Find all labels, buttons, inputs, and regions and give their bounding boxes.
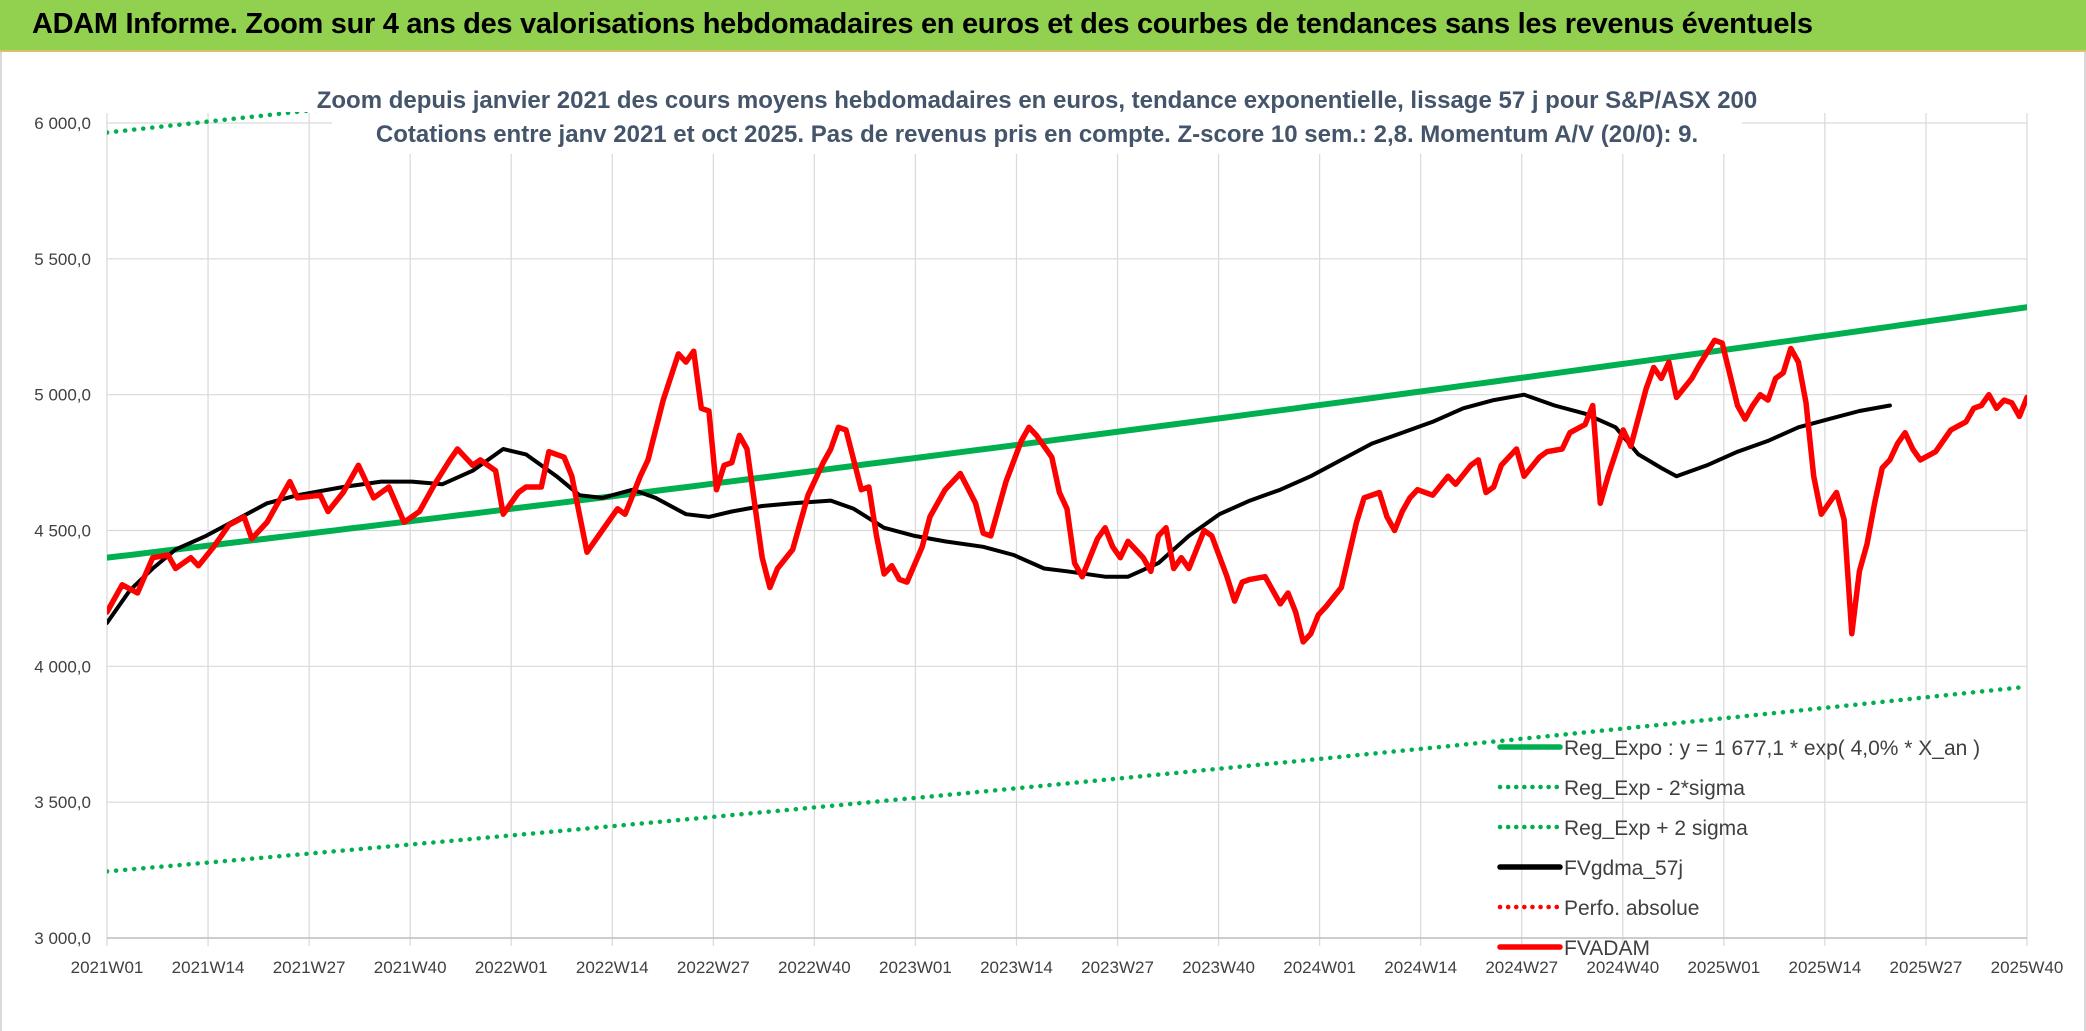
y-tick-label: 4 000,0: [34, 657, 91, 676]
subtitle-background: [332, 78, 1742, 154]
x-tick-label: 2025W27: [1890, 958, 1963, 977]
y-axis: 3 000,0 3 500,0 4 000,0 4 500,0 5 000,0 5 500…: [34, 114, 91, 948]
y-tick-label: 4 500,0: [34, 522, 91, 541]
chart-title: Zoom depuis janvier 2021 des cours moyen…: [317, 87, 1758, 114]
grid-lines: [106, 113, 2028, 946]
chart-frame: 3 000,0 3 500,0 4 000,0 4 500,0 5 000,0 5 500…: [0, 52, 2086, 1031]
x-tick-label: 2022W14: [576, 958, 649, 977]
x-tick-label: 2023W27: [1081, 958, 1154, 977]
x-tick-label: 2023W01: [879, 958, 952, 977]
legend-entry-label: FVgdma_57j: [1564, 857, 1683, 880]
x-tick-label: 2021W27: [273, 958, 346, 977]
x-tick-label: 2024W40: [1586, 958, 1659, 977]
legend-entry-label: Reg_Expo : y = 1 677,1 * exp( 4,0% * X_a…: [1564, 737, 1980, 760]
x-tick-label: 2022W40: [778, 958, 851, 977]
x-tick-label: 2025W14: [1789, 958, 1862, 977]
x-tick-label: 2021W40: [374, 958, 447, 977]
x-tick-label: 2024W01: [1283, 958, 1356, 977]
x-tick-label: 2021W14: [172, 958, 245, 977]
x-tick-label: 2025W01: [1687, 958, 1760, 977]
x-tick-label: 2022W27: [677, 958, 750, 977]
chart-subtitle: Cotations entre janv 2021 et oct 2025. P…: [376, 121, 1698, 148]
y-tick-label: 5 500,0: [34, 250, 91, 269]
x-axis: 2021W01 2021W14 2021W27 2021W40 2022W01 2022W…: [71, 937, 2064, 977]
x-tick-label: 2024W27: [1485, 958, 1558, 977]
fvadam-line: [107, 337, 2027, 645]
x-tick-label: 2023W40: [1182, 958, 1255, 977]
fvgdma-57j-line: [107, 392, 1892, 625]
legend-entry-label: Reg_Exp + 2 sigma: [1564, 817, 1748, 840]
chart-svg: 3 000,0 3 500,0 4 000,0 4 500,0 5 000,0 5 500…: [34, 78, 2064, 977]
x-tick-label: 2021W01: [71, 958, 144, 977]
x-tick-label: 2022W01: [475, 958, 548, 977]
reg-exp-minus-2sigma-line: [107, 684, 2027, 874]
x-tick-label: 2025W40: [1991, 958, 2064, 977]
report-banner: ADAM Informe. Zoom sur 4 ans des valoris…: [0, 0, 2086, 52]
x-tick-label: 2023W14: [980, 958, 1053, 977]
series-lines: [107, 112, 2027, 874]
legend-entry-label: Perfo. absolue: [1564, 897, 1699, 920]
y-tick-label: 3 500,0: [34, 793, 91, 812]
legend: Reg_Expo : y = 1 677,1 * exp( 4,0% * X_a…: [1497, 737, 1980, 960]
y-tick-label: 5 000,0: [34, 386, 91, 405]
report-title: ADAM Informe. Zoom sur 4 ans des valoris…: [32, 8, 1813, 40]
y-tick-label: 3 000,0: [34, 929, 91, 948]
x-tick-label: 2024W14: [1384, 958, 1457, 977]
legend-entry-label: Reg_Exp - 2*sigma: [1564, 777, 1745, 800]
y-tick-label: 6 000,0: [34, 114, 91, 133]
legend-entry-label: FVADAM: [1564, 937, 1650, 960]
